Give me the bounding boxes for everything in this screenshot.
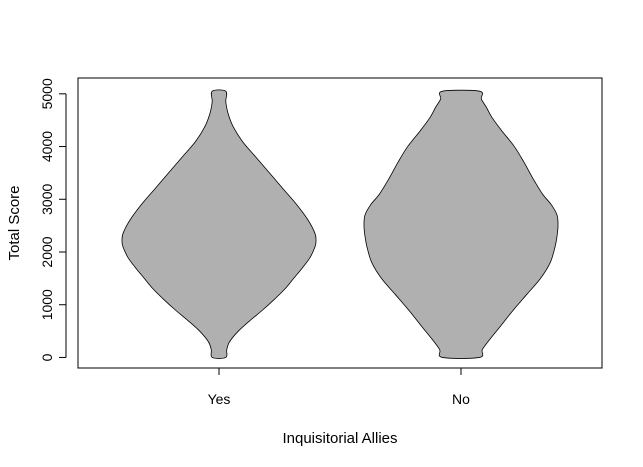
violin-layer — [121, 89, 559, 359]
y-tick-label: 4000 — [39, 131, 55, 162]
violin-yes — [121, 89, 317, 359]
x-tick-label: Yes — [208, 391, 231, 407]
y-tick-label: 2000 — [39, 236, 55, 267]
x-tick-label: No — [452, 391, 470, 407]
violin-no — [363, 89, 559, 359]
y-tick-label: 5000 — [39, 78, 55, 109]
y-axis-title: Total Score — [6, 185, 23, 260]
x-axis: Yes No — [208, 367, 470, 407]
y-axis: 0 1000 2000 3000 4000 5000 — [39, 78, 67, 361]
y-tick-label: 0 — [39, 353, 55, 361]
y-tick-label: 3000 — [39, 183, 55, 214]
y-tick-label: 1000 — [39, 289, 55, 320]
x-axis-title: Inquisitorial Allies — [282, 430, 397, 447]
